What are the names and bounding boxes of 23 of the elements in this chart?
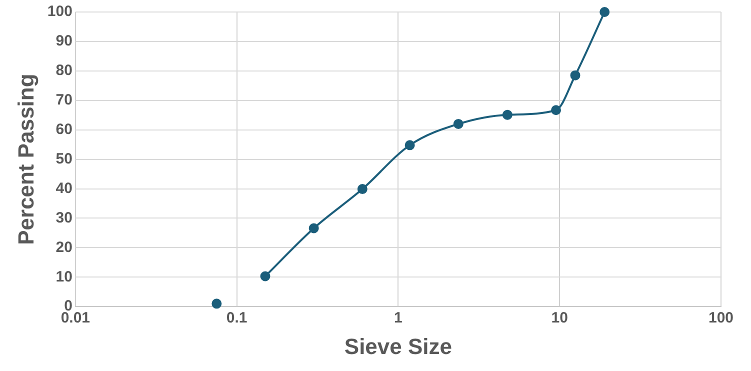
x-tick-label: 100 (708, 310, 734, 327)
x-axis-title: Sieve Size (344, 334, 452, 359)
y-tick-label: 30 (56, 209, 72, 226)
x-tick-label: 10 (551, 310, 568, 327)
point (453, 118, 464, 129)
y-tick-label: 70 (56, 92, 72, 109)
y-tick-label: 100 (47, 3, 72, 20)
x-tick-label: 0.1 (226, 310, 248, 327)
y-tick-label: 10 (56, 268, 72, 286)
point (551, 105, 562, 116)
point (260, 271, 270, 282)
y-tick-label: 20 (56, 238, 72, 256)
x-tick-label: 1 (394, 310, 402, 327)
y-tick-label: 80 (56, 62, 72, 80)
y-tick-label: 50 (56, 150, 72, 168)
y-tick-label: 60 (56, 120, 72, 138)
point (308, 223, 319, 234)
y-tick-label: 90 (56, 32, 72, 50)
point (502, 110, 512, 120)
y-tick-label: 40 (56, 180, 72, 197)
y-axis-title: Percent Passing (13, 74, 38, 245)
point (357, 184, 368, 194)
point (404, 140, 415, 150)
